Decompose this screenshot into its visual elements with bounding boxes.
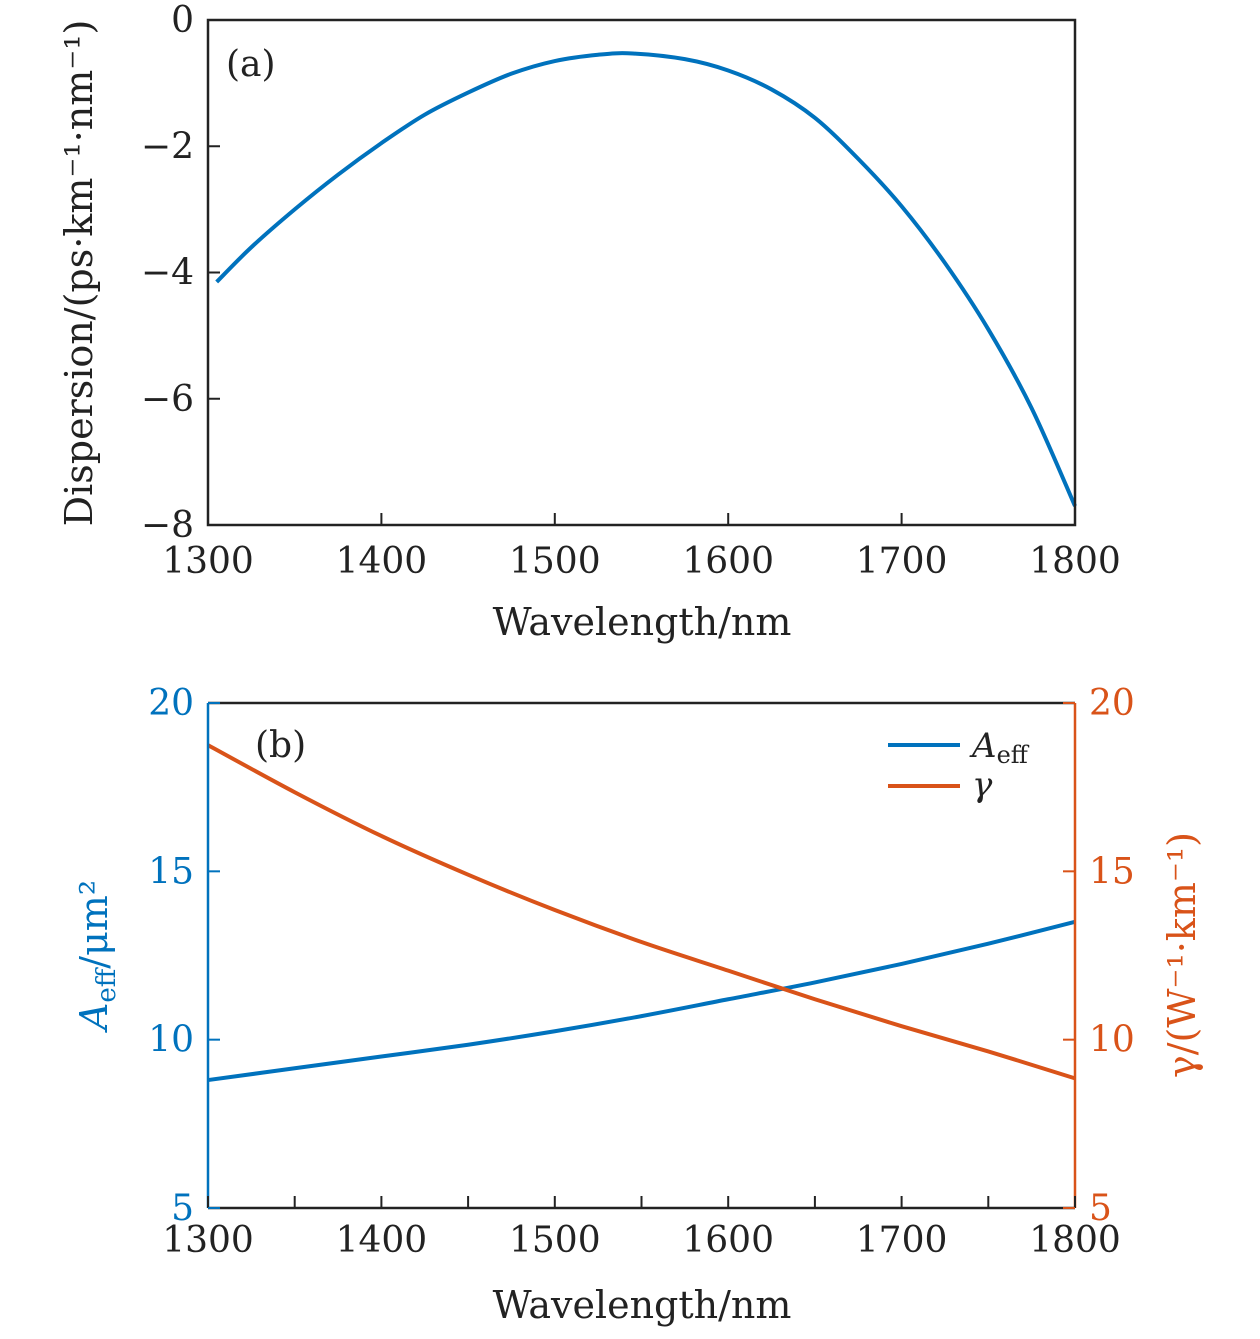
dispersion-x-tick-label: 1500 xyxy=(509,541,601,582)
dispersion-x-tick-label: 1300 xyxy=(162,541,254,582)
panel-label-b: (b) xyxy=(255,725,306,766)
aeff-gamma-x-tick-label: 1300 xyxy=(162,1220,254,1261)
aeff-y-axis-title-main: A xyxy=(72,1003,116,1033)
aeff-y-axis-title: Aeff/μm² xyxy=(72,880,122,1033)
legend-label-aeff: Aeff xyxy=(969,726,1030,769)
dispersion-x-tick-label: 1700 xyxy=(856,541,948,582)
aeff-y-tick-label: 5 xyxy=(171,1188,194,1229)
legend: Aeff γ xyxy=(888,726,1030,805)
dispersion-line xyxy=(215,51,1077,507)
aeff-y-axis-title-sub: eff xyxy=(92,966,122,1002)
dispersion-y-tick-label: 0 xyxy=(171,0,194,41)
aeff-gamma-x-tick-label: 1600 xyxy=(682,1220,774,1261)
aeff-y-axis-title-tail: /μm² xyxy=(72,880,116,969)
aeff-gamma-x-tick-label: 1500 xyxy=(509,1220,601,1261)
legend-label-aeff-sub: eff xyxy=(997,741,1030,769)
aeff-y-tick-label: 20 xyxy=(148,683,194,724)
panel-label-a: (a) xyxy=(226,44,276,85)
dispersion-y-tick-label: −8 xyxy=(141,505,194,546)
gamma-y-tick-label: 5 xyxy=(1089,1188,1112,1229)
gamma-y-tick-label: 15 xyxy=(1089,851,1135,892)
legend-label-gamma: γ xyxy=(972,765,993,805)
dispersion-x-tick-label: 1600 xyxy=(682,541,774,582)
aeff-y-tick-label: 10 xyxy=(148,1020,194,1061)
aeff-y-tick-label: 15 xyxy=(148,851,194,892)
dispersion-y-tick-label: −2 xyxy=(141,126,194,167)
aeff-gamma-x-axis-title: Wavelength/nm xyxy=(493,1283,792,1327)
dispersion-plot-frame xyxy=(206,18,1077,527)
dispersion-x-tick-label: 1800 xyxy=(1029,541,1121,582)
dispersion-ticks: 1300 1400 1500 1600 1700 1800 0 −2 −4 −6 −8 xyxy=(141,0,1121,582)
dispersion-x-axis-title: Wavelength/nm xyxy=(493,600,792,644)
aeff-gamma-x-tick-label: 1400 xyxy=(336,1220,428,1261)
gamma-y-tick-label: 20 xyxy=(1089,683,1135,724)
dispersion-series-group xyxy=(215,51,1077,507)
legend-label-aeff-main: A xyxy=(969,726,997,766)
aeff-gamma-series-group xyxy=(207,743,1076,1083)
dispersion-x-tick-label: 1400 xyxy=(336,541,428,582)
aeff-line xyxy=(207,919,1076,1083)
legend-label-gamma-main: γ xyxy=(972,765,993,805)
aeff-gamma-x-tick-label: 1800 xyxy=(1029,1220,1121,1261)
gamma-y-axis-title: γ/(W⁻¹·km⁻¹) xyxy=(1160,832,1204,1078)
gamma-y-tick-label: 10 xyxy=(1089,1020,1135,1061)
dispersion-y-tick-label: −6 xyxy=(141,379,194,420)
dispersion-chart: 1300 1400 1500 1600 1700 1800 0 −2 −4 −6 −8 (a) Wa… xyxy=(57,0,1121,644)
aeff-gamma-x-tick-label: 1700 xyxy=(856,1220,948,1261)
gamma-line xyxy=(207,743,1076,1081)
dispersion-y-axis-title: Dispersion/(ps·km⁻¹·nm⁻¹) xyxy=(57,20,101,527)
dispersion-y-tick-label: −4 xyxy=(141,253,194,294)
